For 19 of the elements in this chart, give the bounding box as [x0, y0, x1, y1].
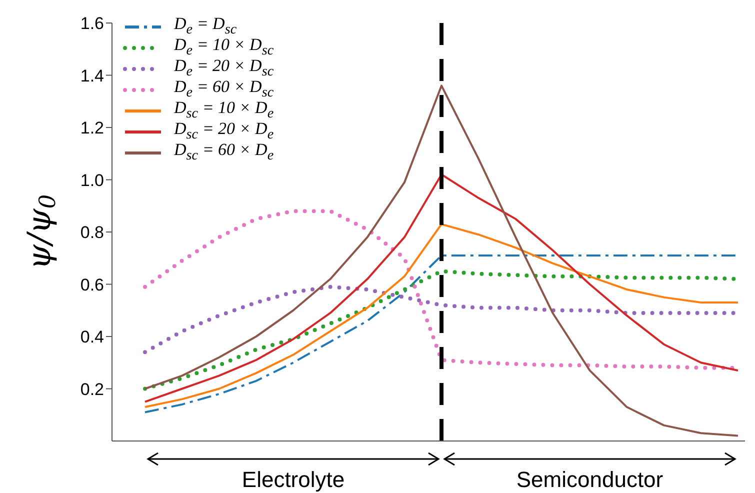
legend-label: D$_{e}$ = D$_{sc}$ [174, 14, 237, 38]
y-tick-label: 1.6 [80, 14, 104, 34]
y-tick-label: 0.4 [80, 328, 104, 347]
legend-label: D$_{e}$ = 60 × D$_{sc}$ [174, 77, 274, 101]
legend-label: D$_{sc}$ = 60 × D$_{e}$ [174, 140, 274, 164]
line-series [144, 174, 739, 403]
y-tick-label: 1.4 [80, 66, 104, 86]
y-tick-label: 1.2 [80, 118, 104, 138]
line-series [144, 223, 739, 408]
y-tick-label: 0.2 [80, 380, 104, 399]
y-tick-label: 0.6 [80, 275, 104, 294]
legend-label: D$_{sc}$ = 20 × D$_{e}$ [174, 119, 274, 143]
y-tick-label: 1.0 [80, 170, 104, 190]
legend-label: D$_{sc}$ = 10 × D$_{e}$ [174, 98, 274, 122]
text: Semiconductor [516, 467, 664, 492]
text: Electrolyte [242, 467, 345, 492]
legend-label: D$_{e}$ = 10 × D$_{sc}$ [174, 35, 274, 59]
legend-label: D$_{e}$ = 20 × D$_{sc}$ [174, 56, 274, 80]
y-tick-label: 0.8 [80, 223, 104, 242]
